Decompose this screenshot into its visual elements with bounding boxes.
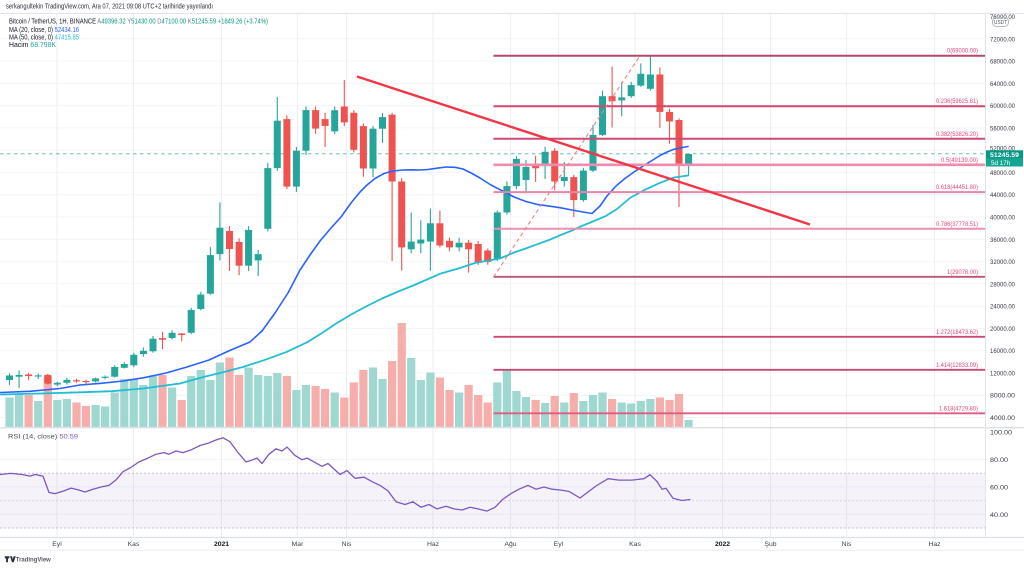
svg-text:4000.00: 4000.00	[990, 415, 1015, 422]
svg-text:serkangultekin TradingView.com: serkangultekin TradingView.com, Ara 07, …	[6, 4, 213, 11]
svg-text:0.5(49139.00): 0.5(49139.00)	[941, 157, 978, 164]
svg-text:Nis: Nis	[842, 541, 852, 548]
svg-text:Eyl: Eyl	[52, 541, 62, 548]
svg-text:USDT: USDT	[994, 20, 1007, 26]
svg-text:24000.00: 24000.00	[990, 304, 1015, 311]
svg-text:56000.00: 56000.00	[990, 125, 1015, 132]
svg-text:32000.00: 32000.00	[990, 259, 1015, 266]
svg-text:16000.00: 16000.00	[990, 348, 1015, 355]
svg-text:0.786(37778.51): 0.786(37778.51)	[936, 221, 978, 228]
svg-text:Haz: Haz	[427, 541, 440, 548]
svg-text:Haz: Haz	[928, 541, 941, 548]
svg-text:2022: 2022	[715, 541, 730, 548]
svg-text:28000.00: 28000.00	[990, 281, 1015, 288]
svg-text:Şub: Şub	[764, 541, 776, 548]
svg-text:64000.00: 64000.00	[990, 81, 1015, 88]
svg-text:44000.00: 44000.00	[990, 192, 1015, 199]
svg-text:0.382(53826.20): 0.382(53826.20)	[936, 131, 978, 138]
svg-text:8000.00: 8000.00	[990, 393, 1015, 400]
svg-text:Ağu: Ağu	[504, 541, 516, 548]
svg-text:80.00: 80.00	[990, 457, 1008, 464]
svg-text:1.272(18473.62): 1.272(18473.62)	[936, 329, 978, 336]
svg-text:Nis: Nis	[342, 541, 352, 548]
svg-text:Eyl: Eyl	[554, 541, 564, 548]
svg-text:0(69000.00): 0(69000.00)	[947, 48, 978, 55]
svg-text:1(29078.00): 1(29078.00)	[947, 269, 978, 276]
svg-text:0.618(44451.80): 0.618(44451.80)	[936, 184, 978, 191]
svg-text:52000.00: 52000.00	[990, 146, 1015, 153]
svg-text:51245.59: 51245.59	[990, 152, 1019, 159]
svg-text:5d 17h: 5d 17h	[991, 160, 1011, 167]
svg-text:48000.00: 48000.00	[990, 170, 1015, 177]
svg-text:Kas: Kas	[128, 541, 140, 548]
svg-text:40.00: 40.00	[990, 512, 1008, 519]
svg-text:MA (20, close, 0) 52434.16: MA (20, close, 0) 52434.16	[9, 27, 79, 34]
svg-text:36000.00: 36000.00	[990, 237, 1015, 244]
svg-text:2021: 2021	[214, 541, 229, 548]
svg-text:40000.00: 40000.00	[990, 215, 1015, 222]
svg-text:TradingView: TradingView	[16, 556, 52, 563]
svg-text:Mar: Mar	[292, 541, 304, 548]
svg-text:Hacim 68.798K: Hacim 68.798K	[9, 42, 56, 49]
svg-text:1.414(12833.09): 1.414(12833.09)	[936, 362, 978, 369]
svg-text:Bitcoin / TetherUS, 1H, BINANC: Bitcoin / TetherUS, 1H, BINANCE A49396.3…	[9, 19, 268, 26]
svg-text:12000.00: 12000.00	[990, 371, 1015, 378]
svg-text:100.00: 100.00	[990, 430, 1012, 437]
svg-text:0.236(59625.61): 0.236(59625.61)	[936, 98, 978, 105]
svg-text:MA (50, close, 0) 47415.85: MA (50, close, 0) 47415.85	[9, 35, 79, 42]
svg-text:20000.00: 20000.00	[990, 326, 1015, 333]
svg-text:68000.00: 68000.00	[990, 59, 1015, 66]
svg-text:60000.00: 60000.00	[990, 103, 1015, 110]
svg-text:1.618(4729.80): 1.618(4729.80)	[939, 405, 978, 412]
svg-text:60.00: 60.00	[990, 484, 1008, 491]
svg-text:72000.00: 72000.00	[990, 36, 1015, 43]
svg-text:Kas: Kas	[629, 541, 641, 548]
svg-text:RSI (14, close) 50.59: RSI (14, close) 50.59	[8, 434, 78, 441]
